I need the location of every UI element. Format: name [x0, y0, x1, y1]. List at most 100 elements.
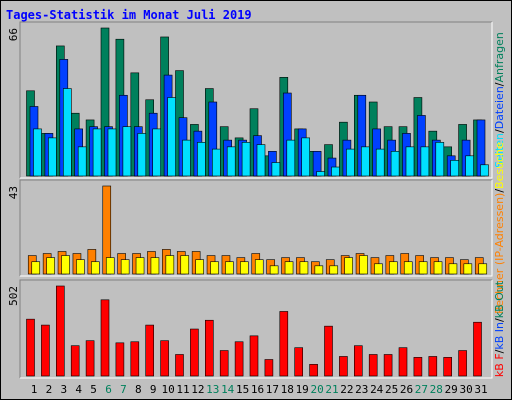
bar — [368, 354, 378, 377]
x-tick-label: 27 — [415, 383, 428, 396]
bar — [197, 142, 206, 177]
x-tick-label: 8 — [135, 383, 142, 396]
bar — [210, 261, 219, 275]
legend: Rechner (IP-Adressen)/Besuche — [493, 142, 506, 314]
x-tick-label: 6 — [105, 383, 112, 396]
bar — [418, 261, 428, 275]
bar — [465, 155, 474, 177]
legend-entry: Dateien — [493, 86, 506, 129]
x-tick-label: 31 — [474, 383, 487, 396]
bar — [271, 162, 281, 177]
bar — [175, 354, 184, 377]
bar — [398, 347, 408, 377]
bar — [360, 146, 370, 177]
bar — [226, 146, 236, 177]
bar — [100, 299, 110, 377]
bar — [284, 261, 294, 275]
legend-separator: / — [493, 349, 506, 353]
bar — [241, 142, 251, 177]
x-tick-label: 22 — [340, 383, 353, 396]
bar — [458, 350, 467, 377]
x-tick-label: 20 — [310, 383, 323, 396]
y-tick-label: 43 — [7, 186, 20, 199]
bar — [92, 128, 102, 177]
legend-entry: kB F — [493, 353, 506, 377]
x-tick-label: 10 — [161, 383, 174, 396]
x-tick-label: 1 — [31, 383, 38, 396]
x-tick-label: 26 — [400, 383, 413, 396]
bar — [41, 324, 50, 377]
bar — [301, 137, 311, 177]
y-tick-label: 66 — [7, 28, 20, 41]
panel-bevel — [20, 22, 493, 179]
bar — [443, 357, 453, 377]
bar — [448, 263, 458, 275]
x-tick-label: 21 — [325, 383, 338, 396]
bar — [331, 166, 340, 177]
legend-entry: Seiten — [493, 133, 506, 168]
bar — [76, 259, 85, 275]
bar — [167, 97, 176, 177]
bar — [478, 263, 488, 275]
x-tick-label: 19 — [296, 383, 309, 396]
bar — [46, 257, 55, 275]
legend-entry: kB Out — [493, 280, 506, 318]
x-tick-label: 16 — [251, 383, 264, 396]
bar — [195, 259, 204, 275]
bar — [55, 285, 65, 377]
bar — [225, 261, 234, 275]
bar — [473, 321, 482, 377]
legend-entry: kB In — [493, 322, 506, 350]
bar — [269, 265, 279, 275]
x-tick-label: 12 — [191, 383, 204, 396]
bar — [234, 341, 244, 377]
bar — [105, 257, 115, 275]
x-tick-label: 23 — [355, 383, 368, 396]
bar — [26, 318, 35, 377]
bar — [180, 255, 190, 275]
y-tick-label: 502 — [7, 286, 20, 306]
bar — [256, 144, 266, 177]
bar — [62, 88, 72, 177]
x-tick-label: 3 — [60, 383, 67, 396]
bar — [316, 171, 325, 177]
bar — [249, 335, 259, 377]
bar — [405, 146, 415, 177]
panel-bevel — [19, 21, 492, 178]
bar — [420, 146, 430, 177]
legend: kB F/kB In/kB Out — [493, 280, 506, 377]
bar — [130, 341, 140, 377]
bar — [120, 259, 130, 275]
x-tick-label: 28 — [430, 383, 443, 396]
bar — [115, 342, 125, 377]
bar — [359, 255, 368, 275]
bar — [77, 146, 87, 177]
legend: Seiten/Dateien/Anfragen — [493, 32, 506, 168]
bar — [324, 325, 333, 377]
bar — [152, 128, 161, 177]
panel-bevel — [20, 180, 493, 277]
legend-separator: / — [493, 82, 506, 86]
x-tick-label: 4 — [75, 383, 82, 396]
bar — [205, 319, 214, 377]
panel-bevel — [19, 279, 492, 378]
bar — [122, 126, 132, 177]
bar — [299, 261, 309, 275]
bar — [390, 151, 400, 177]
bar — [413, 357, 423, 377]
bar — [450, 160, 460, 177]
bar — [61, 255, 70, 275]
x-tick-label: 15 — [236, 383, 249, 396]
bar — [182, 139, 191, 177]
bar — [428, 356, 438, 377]
bar — [107, 128, 117, 177]
bar — [165, 255, 175, 275]
bar — [31, 261, 41, 275]
bar — [137, 133, 147, 177]
legend-separator: / — [493, 189, 506, 193]
bar — [389, 261, 398, 275]
x-tick-label: 5 — [90, 383, 97, 396]
x-tick-label: 17 — [266, 383, 279, 396]
x-tick-label: 18 — [281, 383, 294, 396]
